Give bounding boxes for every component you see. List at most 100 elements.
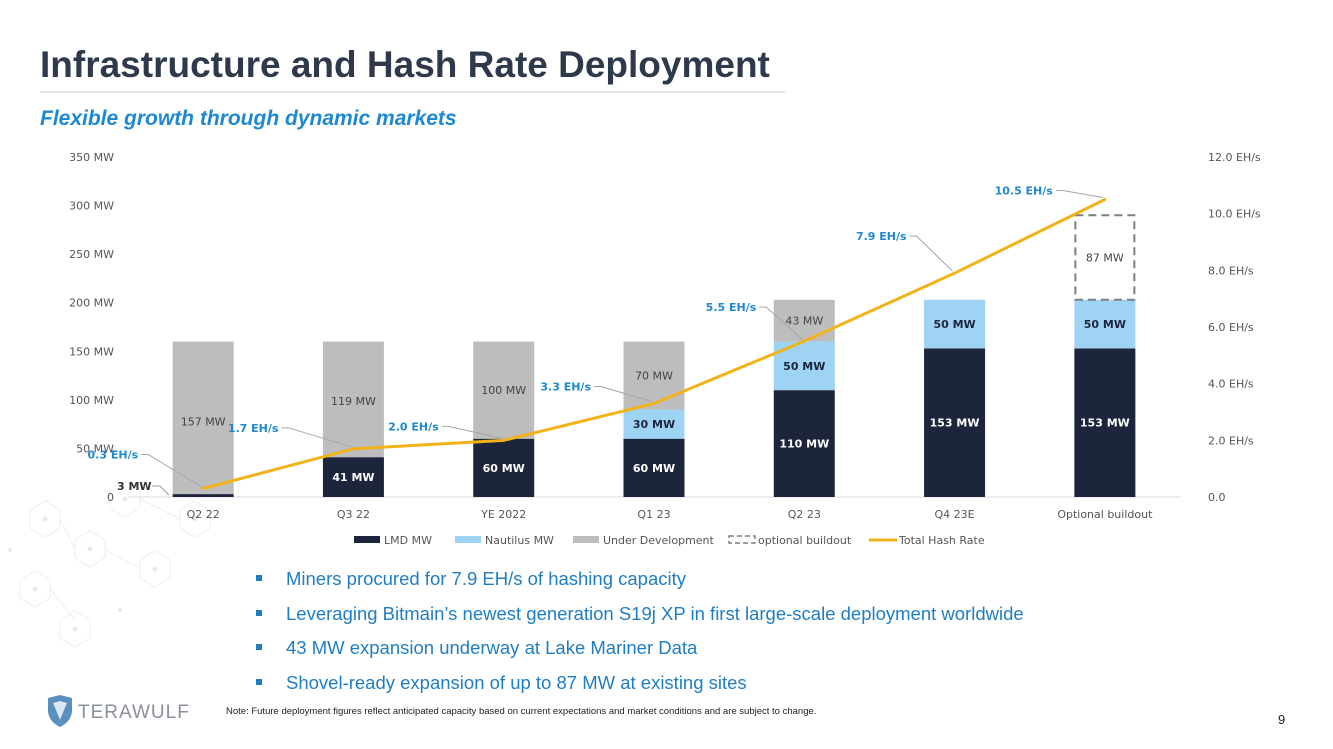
page-title: Infrastructure and Hash Rate Deployment: [40, 44, 770, 85]
bullet-text: Leveraging Bitmain’s newest generation S…: [286, 602, 1024, 624]
bar-value-label: 30 MW: [633, 418, 675, 431]
hash-rate-point: [802, 339, 806, 343]
legend-swatch: [728, 535, 756, 544]
key-points-list: Miners procured for 7.9 EH/s of hashing …: [256, 568, 1024, 706]
bullet-item: Leveraging Bitmain’s newest generation S…: [256, 603, 1024, 638]
bar-nautilus-mw: [924, 299, 986, 349]
hash-rate-point: [201, 487, 205, 490]
bar-lmd-mw: [473, 438, 535, 497]
bar-under-development: [172, 341, 234, 495]
legend-swatch: [573, 536, 599, 543]
bar-lmd-mw: [322, 457, 384, 497]
x-tick-label: Q3 22: [337, 508, 370, 521]
bullet-text: 43 MW expansion underway at Lake Mariner…: [286, 637, 698, 658]
x-tick-label: Optional buildout: [1057, 508, 1153, 521]
bar-value-label: 87 MW: [1086, 252, 1124, 265]
bar-value-label: 50 MW: [1084, 318, 1126, 331]
y-right-tick-label: 4.0 EH/s: [1208, 378, 1254, 391]
bar-under-development: [773, 299, 835, 342]
bullet-item: Miners procured for 7.9 EH/s of hashing …: [256, 568, 1024, 603]
bar-value-label: 41 MW: [332, 471, 374, 484]
bar-value-label: 60 MW: [483, 462, 525, 475]
callout-leader-line: [594, 386, 653, 402]
bar-value-label: 110 MW: [779, 438, 829, 451]
bar-lmd-mw: [924, 348, 986, 497]
x-tick-label: Q4 23E: [935, 508, 975, 521]
hash-rate-label: 5.5 EH/s: [706, 301, 757, 314]
bar-value-label: 50 MW: [783, 360, 825, 373]
title-divider: [40, 91, 785, 93]
hash-rate-label: 7.9 EH/s: [856, 230, 907, 243]
hash-rate-point: [351, 447, 355, 451]
bar-value-label: 3 MW: [117, 480, 152, 493]
callout-leader-line: [909, 235, 953, 272]
legend-swatch: [455, 536, 481, 543]
bullet-square-icon: [256, 644, 262, 650]
bar-under-development: [473, 341, 535, 439]
bar-value-label: 70 MW: [635, 370, 673, 383]
terawulf-logo: TERAWULF: [48, 695, 190, 727]
bar-lmd-mw: [623, 438, 685, 497]
y-right-tick-label: 0.0: [1208, 491, 1226, 504]
hash-rate-point: [1103, 198, 1107, 201]
y-right-tick-label: 6.0 EH/s: [1208, 321, 1254, 334]
bullet-item: Shovel-ready expansion of up to 87 MW at…: [256, 672, 1024, 707]
bullet-square-icon: [256, 678, 262, 685]
legend-label: Total Hash Rate: [898, 534, 985, 547]
y-left-tick-label: 100 MW: [69, 394, 114, 407]
hash-rate-point: [953, 271, 957, 275]
hash-rate-label: 0.3 EH/s: [88, 449, 139, 462]
x-tick-label: Q2 23: [788, 508, 821, 521]
hash-rate-label: 2.0 EH/s: [388, 420, 439, 433]
bar-lmd-mw: [773, 390, 835, 497]
y-left-tick-label: 300 MW: [69, 200, 114, 213]
bar-optional-buildout: [1074, 214, 1136, 301]
capacity-hashrate-chart: 0 50 MW 100 MW 150 MW 200 MW 250 MW 300 MW 350 …: [69, 151, 1261, 547]
y-left-tick-label: 250 MW: [69, 248, 114, 261]
bar-value-label: 50 MW: [933, 318, 975, 331]
logo-wordmark: TERAWULF: [78, 702, 190, 723]
hash-rate-label: 1.7 EH/s: [228, 422, 279, 435]
wolf-shield-icon: [48, 695, 72, 727]
bar-value-label: 157 MW: [181, 415, 226, 428]
legend-label: LMD MW: [384, 534, 432, 547]
bullet-text: Miners procured for 7.9 EH/s of hashing …: [286, 568, 686, 589]
y-left-tick-label: 200 MW: [69, 297, 114, 310]
bullet-item: 43 MW expansion underway at Lake Mariner…: [256, 637, 1024, 672]
bullet-square-icon: [256, 609, 262, 616]
legend-label: Under Development: [603, 534, 715, 547]
hash-rate-label: 10.5 EH/s: [995, 185, 1054, 198]
bar-nautilus-mw: [623, 409, 685, 439]
y-right-tick-label: 8.0 EH/s: [1208, 264, 1254, 277]
y-right-tick-label: 10.0 EH/s: [1208, 208, 1261, 221]
bar-lmd-mw: [172, 494, 234, 497]
callout-leader-line: [141, 454, 202, 487]
hash-rate-point: [502, 438, 506, 442]
bar-nautilus-mw: [1074, 299, 1136, 349]
y-right-tick-label: 12.0 EH/s: [1208, 151, 1261, 164]
x-tick-label: YE 2022: [480, 508, 526, 521]
bar-under-development: [623, 341, 685, 410]
hexagon-network-decoration: [8, 480, 211, 648]
footnote: Note: Future deployment figures reflect …: [226, 706, 817, 717]
callout-leader-line: [759, 306, 803, 340]
bullet-square-icon: [256, 575, 262, 581]
x-tick-label: Q2 22: [187, 508, 220, 521]
bar-value-label: 60 MW: [633, 462, 675, 475]
bar-lmd-mw: [1074, 348, 1136, 497]
callout-leader-line: [152, 485, 170, 496]
legend-swatch: [354, 536, 380, 543]
page-number: 9: [1278, 712, 1286, 727]
legend-label: optional buildout: [758, 534, 852, 547]
bullet-text: Shovel-ready expansion of up to 87 MW at…: [286, 671, 747, 693]
y-right-tick-label: 2.0 EH/s: [1208, 434, 1254, 447]
y-left-tick-label: 50 MW: [76, 442, 114, 455]
bar-under-development: [322, 341, 384, 458]
bar-value-label: 119 MW: [331, 395, 376, 408]
bar-value-label: 43 MW: [785, 315, 823, 328]
y-left-tick-label: 0: [107, 491, 114, 504]
hash-rate-label: 3.3 EH/s: [540, 381, 591, 394]
page-subtitle: Flexible growth through dynamic markets: [40, 107, 457, 130]
bar-value-label: 100 MW: [481, 384, 526, 397]
bar-value-label: 153 MW: [1080, 417, 1130, 430]
